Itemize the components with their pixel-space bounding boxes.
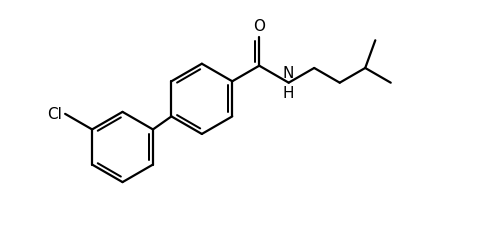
Text: O: O <box>253 19 265 34</box>
Text: N: N <box>283 66 294 81</box>
Text: H: H <box>283 86 294 101</box>
Text: Cl: Cl <box>48 107 62 122</box>
